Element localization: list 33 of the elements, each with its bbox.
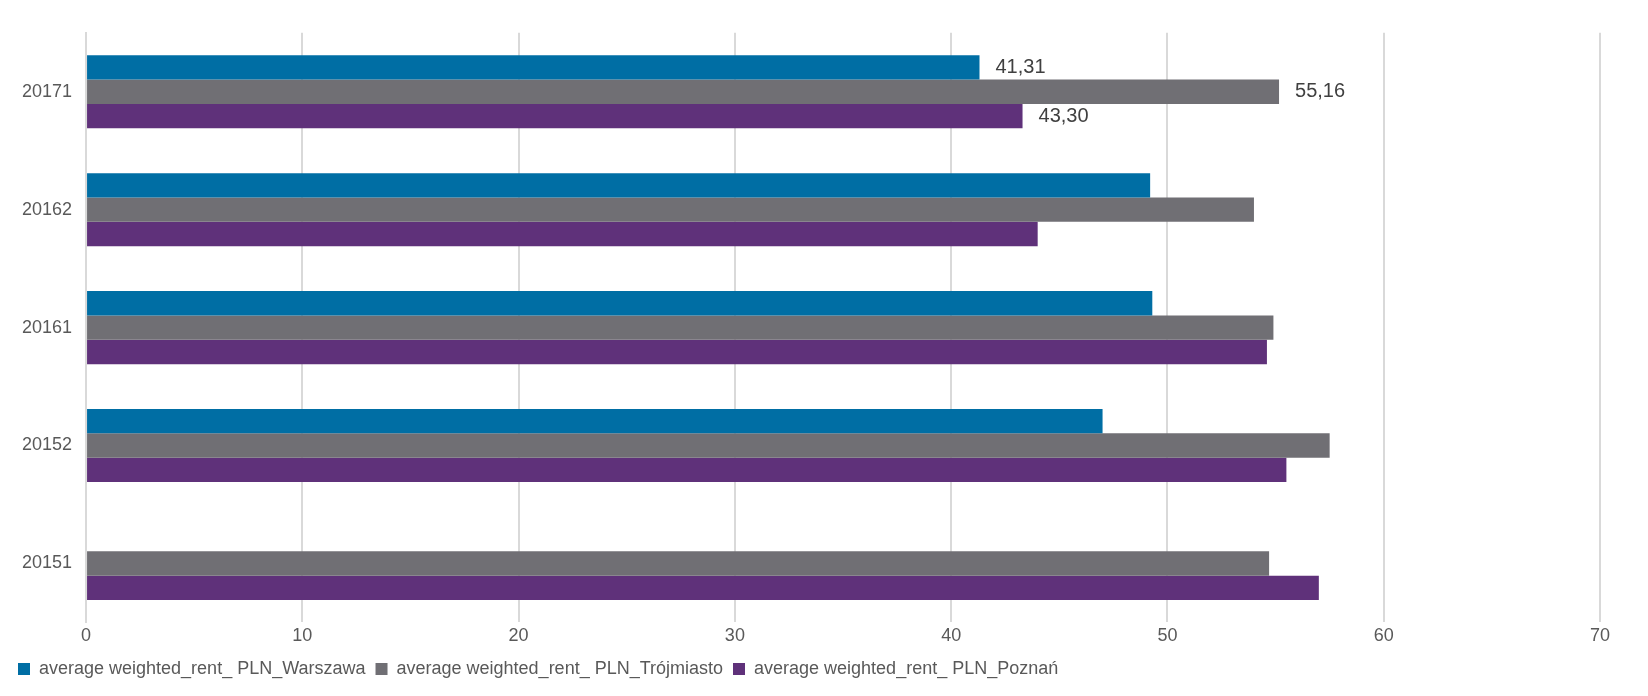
data-label: 55,16 (1295, 79, 1346, 102)
x-tick-label: 60 (1373, 625, 1394, 646)
bar (87, 457, 1287, 483)
x-tick-label: 30 (724, 625, 745, 646)
bar (87, 173, 1151, 198)
bar (87, 408, 1103, 434)
data-label: 41,31 (995, 54, 1046, 77)
bar (87, 197, 1254, 222)
legend-label: average weighted_rent_ PLN_Trójmiasto (396, 657, 724, 679)
x-tick-label: 50 (1157, 625, 1178, 646)
x-tick-label: 40 (941, 625, 962, 646)
bar (87, 55, 980, 80)
legend-label: average weighted_rent_ PLN_Poznań (754, 657, 1059, 679)
legend-label: average weighted_rent_ PLN_Warszawa (39, 657, 367, 679)
x-tick-label: 70 (1589, 625, 1611, 646)
bar (87, 575, 1319, 600)
y-tick-label: 20151 (21, 552, 73, 573)
y-tick-label: 20152 (21, 434, 73, 455)
y-tick-label: 20171 (21, 80, 73, 101)
bar (87, 291, 1153, 316)
x-tick-label: 10 (292, 625, 313, 646)
x-tick-label: 0 (81, 625, 92, 646)
y-tick-label: 20162 (21, 198, 73, 219)
bar (87, 221, 1038, 247)
bar (87, 433, 1330, 458)
bar (87, 79, 1280, 104)
bar (87, 339, 1267, 365)
bar (87, 315, 1274, 340)
bar (87, 551, 1270, 576)
bar (87, 103, 1023, 129)
y-tick-label: 20161 (21, 316, 73, 337)
x-tick-label: 20 (508, 625, 529, 646)
data-label: 43,30 (1038, 103, 1089, 126)
